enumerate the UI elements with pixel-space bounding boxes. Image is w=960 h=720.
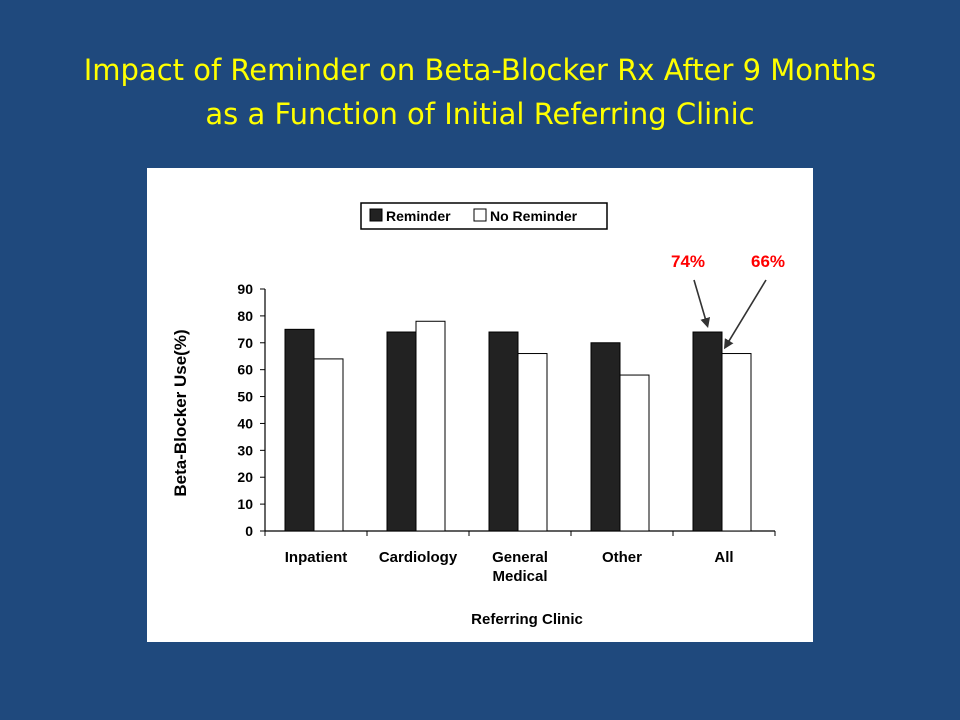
title-line-2: as a Function of Initial Referring Clini… <box>205 97 755 131</box>
y-tick-label: 40 <box>237 415 253 431</box>
reminder-bar-1 <box>386 331 417 532</box>
no-reminder-bar-0 <box>313 358 344 532</box>
legend-swatch-reminder <box>369 208 383 222</box>
no-reminder-bar-2 <box>517 353 548 532</box>
x-tick-label: General <box>492 549 548 566</box>
no-reminder-bar-4 <box>721 353 752 532</box>
x-tick-label: Medical <box>492 568 547 585</box>
reminder-bar-3 <box>590 342 621 532</box>
annotation-label-1: 66% <box>751 252 785 271</box>
bar-chart: 0 10 20 30 40 50 60 70 80 90 Inpatient Cardiology Ge… <box>171 202 785 628</box>
y-tick-label: 70 <box>237 335 253 351</box>
y-tick-label: 60 <box>237 362 253 378</box>
y-axis-title: Beta-Blocker Use(%) <box>171 329 190 496</box>
no-reminder-bar-1 <box>415 320 446 532</box>
annotation-label-0: 74% <box>671 252 705 271</box>
no-reminder-bar-3 <box>619 374 650 532</box>
legend-swatch-no-reminder <box>473 208 487 222</box>
y-tick-label: 80 <box>237 308 253 324</box>
x-tick-label: Other <box>602 549 642 566</box>
legend-label-reminder: Reminder <box>386 208 451 224</box>
reminder-bar-0 <box>284 328 315 532</box>
annotation-arrow-0 <box>693 279 711 328</box>
x-tick-label: Cardiology <box>379 549 458 566</box>
reminder-bar-2 <box>488 331 519 532</box>
x-tick-label: All <box>714 549 733 566</box>
chart-panel: 0 10 20 30 40 50 60 70 80 90 Inpatient Cardiology Ge… <box>147 168 813 642</box>
slide-title: Impact of Reminder on Beta-Blocker Rx Af… <box>0 48 960 136</box>
y-tick-label: 10 <box>237 496 253 512</box>
title-line-1: Impact of Reminder on Beta-Blocker Rx Af… <box>83 53 877 87</box>
y-tick-label: 0 <box>245 523 253 539</box>
x-axis-title: Referring Clinic <box>471 611 583 628</box>
y-tick-label: 20 <box>237 469 253 485</box>
y-tick-label: 50 <box>237 389 253 405</box>
legend-label-no-reminder: No Reminder <box>490 208 578 224</box>
y-tick-label: 90 <box>237 281 253 297</box>
annotation-arrow-1 <box>723 279 767 350</box>
x-tick-label: Inpatient <box>285 549 348 566</box>
reminder-bar-4 <box>692 331 723 532</box>
y-tick-label: 30 <box>237 442 253 458</box>
